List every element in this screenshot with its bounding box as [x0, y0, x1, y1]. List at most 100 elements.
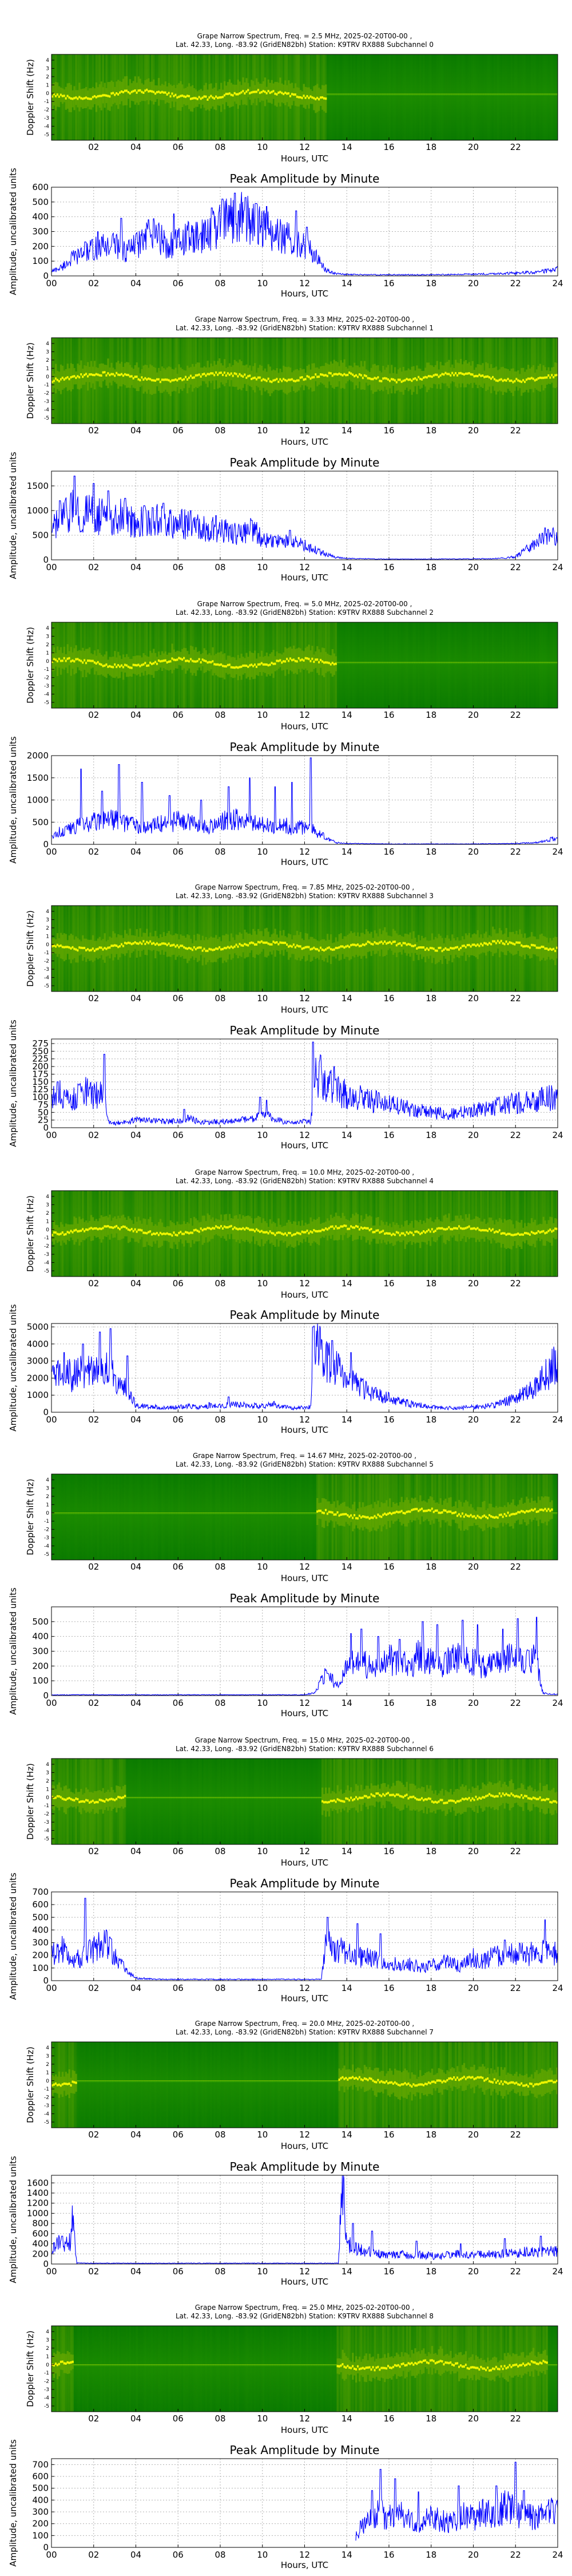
- spectrogram-carrier: [357, 662, 359, 663]
- spectrogram-carrier: [399, 942, 402, 945]
- spectrogram-carrier: [63, 1233, 66, 1236]
- spectrogram-carrier: [212, 372, 214, 375]
- spectrogram-column: [372, 622, 374, 708]
- spectrogram-carrier: [451, 93, 454, 94]
- spectrogram-carrier: [281, 941, 283, 944]
- spectrogram-carrier: [255, 90, 258, 93]
- spectrogram-carrier: [439, 1227, 442, 1230]
- spectrogram-carrier: [191, 97, 194, 100]
- spectrogram-carrier: [117, 93, 120, 96]
- spectrogram-carrier: [274, 92, 276, 95]
- y-tick-label: 4: [46, 1194, 49, 1200]
- spectrogram-carrier: [254, 943, 256, 946]
- spectrogram-carrier: [53, 945, 55, 947]
- spectrogram-carrier: [288, 378, 290, 381]
- spectrogram-signal-band: [485, 94, 487, 96]
- spectrogram-carrier: [223, 947, 226, 950]
- spectrogram-signal-band: [391, 94, 393, 96]
- spectrogram-carrier: [292, 380, 295, 382]
- spectrogram-carrier: [189, 947, 192, 950]
- y-tick-label: -3: [44, 399, 49, 405]
- x-tick-label: 08: [214, 425, 225, 436]
- spectrogram-carrier: [554, 374, 557, 377]
- spectrogram-carrier: [98, 374, 101, 377]
- spectrogram-carrier: [446, 1227, 448, 1230]
- spectrogram-carrier: [360, 945, 363, 947]
- spectrogram-carrier: [525, 93, 528, 94]
- spectrogram-carrier: [510, 662, 513, 663]
- spectrogram-column: [451, 622, 453, 708]
- spectrogram-column: [544, 622, 546, 708]
- spectrogram-carrier: [539, 946, 542, 949]
- spectrogram-column: [341, 622, 344, 708]
- spectrogram-carrier: [547, 662, 550, 663]
- spectrogram-carrier: [51, 661, 54, 663]
- spectrogram-carrier: [387, 378, 390, 381]
- spectrogram-carrier: [308, 658, 310, 661]
- y-tick-label: 2: [46, 74, 49, 80]
- spectrogram-column: [450, 622, 452, 708]
- chart-title: Peak Amplitude by Minute: [230, 1024, 380, 1037]
- y-tick-label: 1: [46, 650, 49, 656]
- spectrogram-carrier: [365, 375, 368, 377]
- spectrogram-carrier: [119, 945, 121, 947]
- x-tick-label: 02: [88, 847, 99, 857]
- spectrogram-signal-band: [496, 662, 499, 664]
- spectrogram-carrier: [438, 376, 440, 378]
- spectrogram-carrier: [286, 658, 288, 661]
- spectrogram-signal-band: [326, 94, 329, 96]
- spectrogram-column: [367, 622, 370, 708]
- spectrogram-column: [355, 54, 357, 140]
- chart-title: Peak Amplitude by Minute: [230, 456, 380, 469]
- spectrogram-column: [519, 622, 521, 708]
- spectrogram-signal-band: [498, 94, 501, 96]
- spectrogram-carrier: [480, 662, 482, 663]
- spectrogram-carrier: [75, 658, 77, 661]
- spectrogram-carrier: [84, 374, 86, 377]
- x-tick-label: 14: [341, 847, 352, 857]
- spectrogram-carrier: [444, 372, 447, 374]
- spectrogram-carrier: [235, 666, 238, 669]
- y-tick-label: 0: [46, 374, 49, 380]
- x-axis-label: Hours, UTC: [281, 1140, 328, 1151]
- spectrogram-carrier: [183, 946, 185, 949]
- spectrogram-carrier: [271, 90, 273, 93]
- spectrogram-carrier: [180, 377, 182, 380]
- spectrogram-signal-band: [532, 94, 535, 96]
- spectrogram-carrier: [259, 92, 261, 94]
- spectrogram-carrier: [423, 376, 425, 379]
- y-tick-label: -4: [44, 692, 49, 698]
- spectrogram-carrier: [201, 949, 204, 952]
- spectrogram-carrier: [272, 1232, 275, 1235]
- spectrogram-carrier: [164, 659, 167, 662]
- spectrogram-carrier: [63, 94, 66, 97]
- spectrogram-carrier: [375, 93, 378, 94]
- spectrogram-signal-band: [509, 94, 511, 96]
- spectrogram-carrier: [230, 945, 233, 948]
- spectrogram-carrier: [505, 1233, 507, 1236]
- spectrogram-carrier: [384, 940, 386, 943]
- spectrogram-carrier: [453, 1227, 455, 1230]
- spectrogram-carrier: [350, 1225, 352, 1228]
- spectrogram-carrier: [221, 665, 224, 667]
- spectrogram-carrier: [336, 1227, 339, 1230]
- spectrogram-signal-band: [421, 662, 423, 664]
- spectrogram-signal-band: [487, 94, 489, 96]
- spectrogram-carrier: [257, 663, 260, 666]
- spectrogram-column: [526, 54, 527, 140]
- spectrogram-column: [414, 622, 416, 708]
- spectrogram-carrier: [194, 1228, 197, 1231]
- spectrogram-carrier: [240, 944, 243, 947]
- spectrogram-carrier: [311, 1231, 313, 1234]
- spectrogram-carrier: [335, 93, 337, 94]
- spectrogram-carrier: [377, 942, 379, 945]
- spectrogram-carrier: [512, 1234, 514, 1236]
- x-tick-label: 18: [426, 847, 436, 857]
- spectrogram-signal-band: [537, 662, 540, 664]
- spectrogram-column: [338, 622, 340, 708]
- y-tick-label: 4: [46, 909, 49, 915]
- spectrogram-carrier: [196, 946, 199, 949]
- spectrogram-carrier: [368, 93, 371, 94]
- spectrogram-carrier: [450, 1228, 452, 1231]
- spectrogram-carrier: [137, 1228, 140, 1231]
